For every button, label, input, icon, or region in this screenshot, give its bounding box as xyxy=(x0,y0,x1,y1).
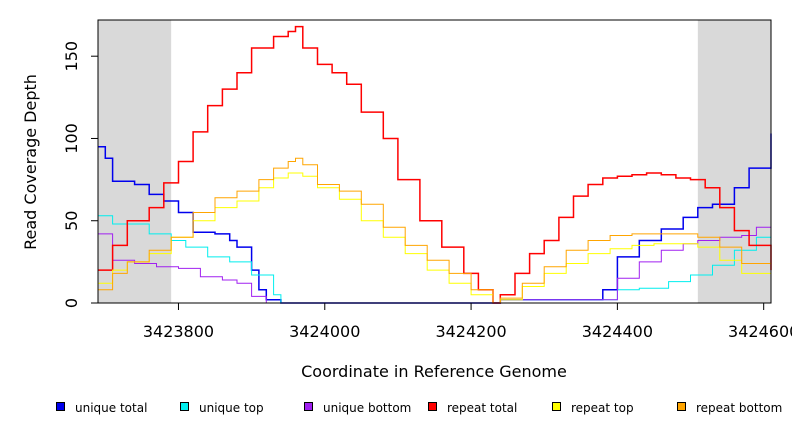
legend-item: unique top xyxy=(180,401,264,415)
legend-label: repeat bottom xyxy=(696,401,783,415)
legend-swatch xyxy=(304,402,313,411)
legend-swatch xyxy=(428,402,437,411)
x-tick-label: 3424000 xyxy=(289,322,360,341)
shaded-region xyxy=(98,20,172,303)
y-axis: 0 50 100 150 xyxy=(62,41,99,308)
series-line xyxy=(98,157,772,304)
legend-label: repeat top xyxy=(571,401,634,415)
x-axis-label: Coordinate in Reference Genome xyxy=(301,362,567,381)
x-tick-label: 3424400 xyxy=(582,322,653,341)
y-axis-label: Read Coverage Depth xyxy=(21,74,40,250)
legend-swatch xyxy=(56,402,65,411)
legend-label: unique top xyxy=(199,401,264,415)
legend-label: unique total xyxy=(75,401,148,415)
y-tick-label: 50 xyxy=(62,211,81,231)
legend: unique total unique top unique bottom re… xyxy=(0,398,792,420)
legend-label: unique bottom xyxy=(323,401,412,415)
legend-swatch xyxy=(552,402,561,411)
y-tick-label: 150 xyxy=(62,41,81,72)
legend-item: repeat bottom xyxy=(677,401,782,415)
legend-label: repeat total xyxy=(447,401,518,415)
series-line xyxy=(98,25,772,304)
legend-item: unique total xyxy=(56,401,147,415)
y-tick-label: 100 xyxy=(62,123,81,154)
series-lines xyxy=(98,25,772,304)
x-tick-label: 3424200 xyxy=(435,322,506,341)
y-tick-label: 0 xyxy=(62,298,81,308)
legend-swatch xyxy=(180,402,189,411)
legend-item: repeat total xyxy=(428,401,517,415)
series-line xyxy=(98,212,772,304)
series-line xyxy=(98,172,772,304)
x-tick-label: 3423800 xyxy=(143,322,214,341)
legend-item: unique bottom xyxy=(304,401,411,415)
series-line xyxy=(98,133,772,304)
legend-swatch xyxy=(677,402,686,411)
legend-item: repeat top xyxy=(552,401,634,415)
shaded-regions xyxy=(98,20,771,303)
